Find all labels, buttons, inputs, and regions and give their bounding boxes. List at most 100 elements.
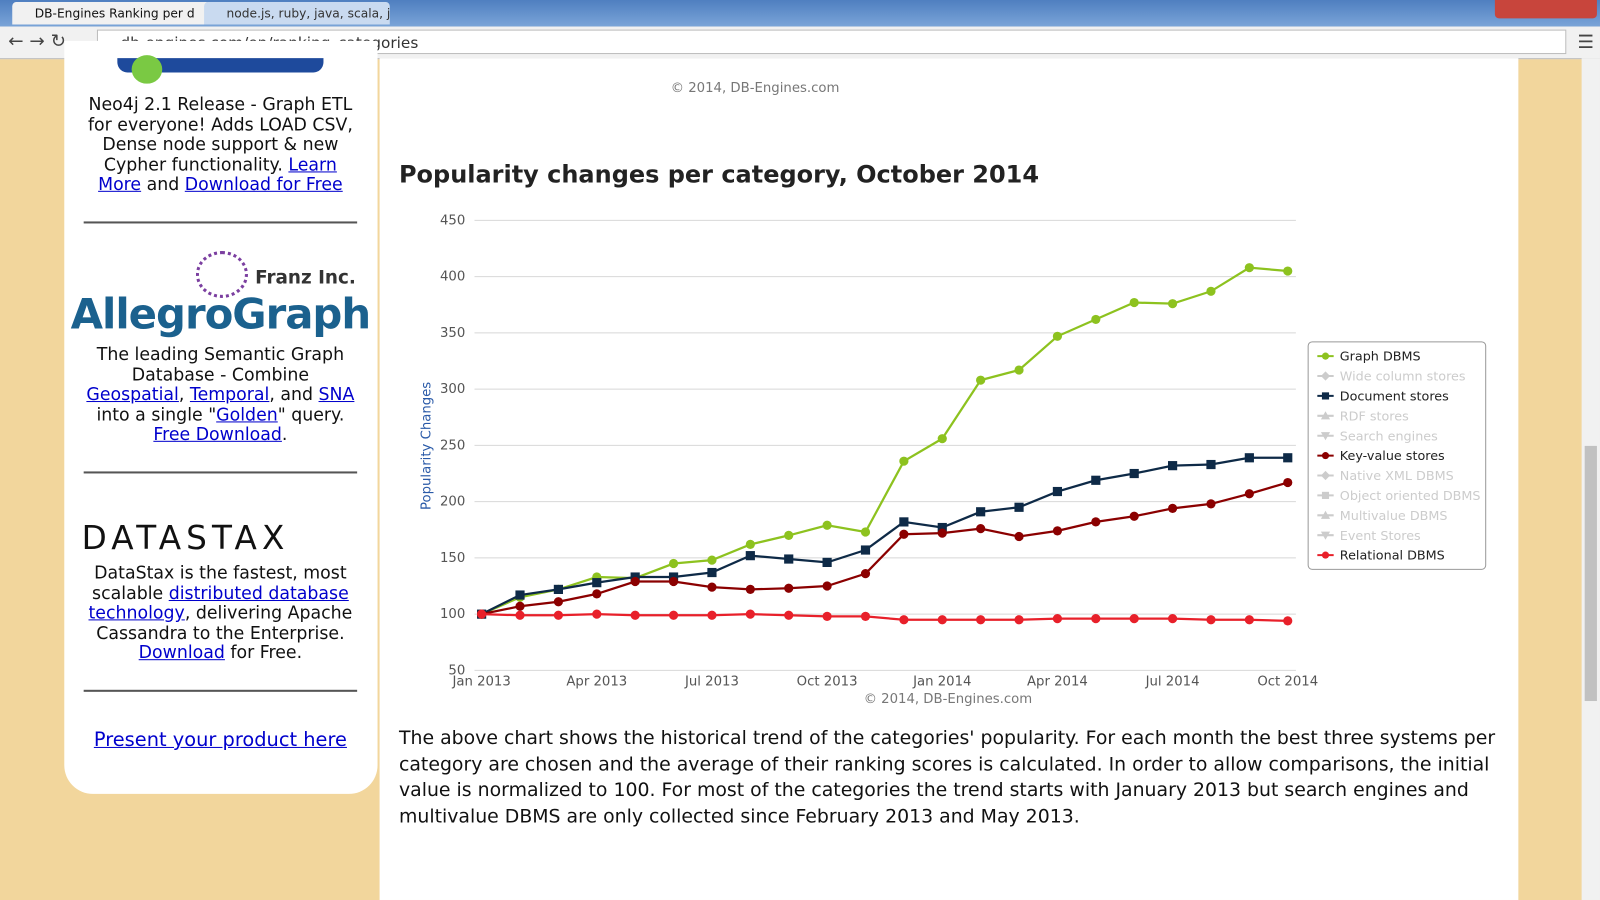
marker — [1167, 503, 1178, 513]
x-tick-label: Apr 2014 — [1027, 675, 1088, 690]
marker — [899, 615, 909, 625]
marker — [1091, 517, 1101, 527]
legend-label[interactable]: Document stores — [1340, 390, 1449, 405]
link[interactable]: SNA — [318, 384, 355, 406]
legend-box — [1307, 341, 1487, 570]
link[interactable]: Download for Free — [184, 174, 343, 196]
x-tick-label: Jul 2013 — [684, 675, 739, 690]
marker — [1206, 499, 1216, 509]
marker — [1283, 477, 1293, 488]
marker — [668, 610, 679, 620]
y-tick-label: 300 — [440, 382, 465, 397]
marker — [899, 456, 909, 466]
link[interactable]: Golden — [216, 404, 278, 426]
legend-label[interactable]: Wide column stores — [1340, 370, 1466, 385]
marker — [860, 611, 871, 621]
window-controls[interactable] — [1494, 0, 1597, 19]
marker — [1052, 486, 1063, 497]
y-tick-label: 150 — [440, 551, 465, 566]
text: . — [281, 424, 288, 446]
marker — [822, 557, 832, 567]
text: , and — [269, 384, 319, 406]
tab-bar: DB-Engines Ranking per d node.js, ruby, … — [0, 0, 1600, 27]
marker — [1320, 510, 1331, 519]
legend-label[interactable]: Key-value stores — [1340, 449, 1445, 464]
y-tick-label: 250 — [440, 438, 465, 453]
marker — [1014, 531, 1024, 542]
marker — [553, 610, 563, 620]
legend-label[interactable]: Native XML DBMS — [1340, 469, 1454, 484]
link[interactable]: Download — [138, 643, 225, 664]
marker — [1052, 331, 1063, 341]
ad-text: DataStax is the fastest, most scalable d… — [82, 564, 360, 664]
sidebar — [64, 40, 378, 794]
tab[interactable]: node.js, ruby, java, scala, j — [204, 2, 390, 25]
text: Neo4j 2.1 Release - Graph ETL for everyo… — [87, 94, 353, 176]
marker — [1052, 614, 1063, 624]
link[interactable]: Temporal — [189, 384, 270, 406]
text: into a single " — [96, 404, 217, 426]
link[interactable]: Geospatial — [86, 384, 179, 406]
logo-text: DATASTAX — [81, 518, 290, 558]
ad-icon — [131, 55, 163, 84]
text: and — [141, 174, 185, 196]
nav-buttons[interactable]: ← → ↻ — [8, 30, 67, 53]
tab[interactable]: DB-Engines Ranking per d — [12, 2, 211, 25]
link[interactable]: Learn More — [98, 154, 337, 196]
marker — [822, 611, 832, 621]
separator — [83, 221, 358, 224]
legend-label[interactable]: Search engines — [1340, 429, 1438, 444]
x-tick-label: Jan 2013 — [451, 675, 510, 690]
link[interactable]: distributed database technology — [88, 583, 349, 624]
marker — [1091, 614, 1101, 624]
marker — [477, 609, 487, 619]
marker — [745, 539, 755, 549]
marker — [515, 610, 525, 620]
legend-label[interactable]: Graph DBMS — [1340, 350, 1421, 365]
marker — [822, 520, 832, 530]
text: for Free. — [224, 643, 303, 664]
marker — [707, 610, 717, 620]
marker — [515, 601, 525, 611]
marker — [1321, 352, 1330, 360]
link[interactable]: Free Download — [153, 424, 282, 446]
legend-label[interactable]: RDF stores — [1340, 409, 1409, 424]
marker — [860, 545, 871, 555]
marker — [1052, 526, 1063, 536]
text: " query. — [277, 404, 345, 426]
marker — [592, 589, 602, 599]
y-tick-label: 100 — [440, 607, 465, 622]
legend-label[interactable]: Event Stores — [1340, 529, 1421, 544]
marker — [784, 530, 794, 540]
marker — [668, 558, 679, 569]
ad-text: The leading Semantic Graph Database - Co… — [82, 344, 360, 446]
link[interactable]: Present your product here — [93, 728, 347, 752]
marker — [1283, 266, 1293, 276]
text: The leading Semantic Graph Database - Co… — [96, 344, 345, 386]
marker — [860, 527, 871, 537]
marker — [1244, 615, 1254, 625]
description: The above chart shows the historical tre… — [398, 727, 1496, 828]
marker — [1320, 432, 1331, 441]
legend-label[interactable]: Object oriented DBMS — [1340, 489, 1481, 504]
marker — [707, 582, 717, 592]
marker — [553, 597, 563, 607]
scroll-thumb[interactable] — [1584, 445, 1597, 702]
marker — [1321, 551, 1330, 559]
marker — [1014, 615, 1024, 625]
marker — [1014, 365, 1024, 375]
marker — [1320, 531, 1331, 540]
marker — [1283, 453, 1293, 463]
marker — [745, 609, 755, 619]
y-tick-label: 450 — [440, 213, 465, 228]
marker — [1206, 459, 1216, 470]
marker — [707, 555, 717, 565]
legend-label[interactable]: Multivalue DBMS — [1340, 509, 1448, 524]
scrollbar[interactable] — [1581, 58, 1600, 900]
marker — [1091, 475, 1101, 485]
menu-button[interactable]: ☰ — [1577, 31, 1595, 54]
x-tick-label: Jul 2014 — [1145, 675, 1200, 690]
legend-label[interactable]: Relational DBMS — [1340, 549, 1445, 564]
